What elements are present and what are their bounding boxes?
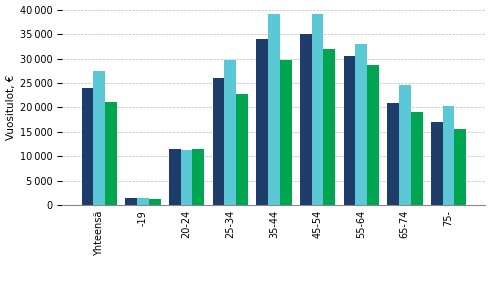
- Bar: [399, 85, 411, 205]
- Bar: [181, 150, 192, 205]
- Bar: [442, 107, 455, 205]
- Bar: [280, 60, 292, 205]
- Bar: [268, 14, 280, 205]
- Bar: [256, 39, 268, 205]
- Bar: [236, 94, 248, 205]
- Bar: [312, 14, 324, 205]
- Bar: [192, 149, 204, 205]
- Bar: [300, 34, 312, 205]
- Bar: [367, 65, 379, 205]
- Bar: [411, 112, 423, 205]
- Bar: [213, 78, 224, 205]
- Bar: [455, 130, 466, 205]
- Bar: [224, 60, 236, 205]
- Bar: [93, 71, 105, 205]
- Bar: [105, 101, 117, 205]
- Bar: [82, 88, 93, 205]
- Bar: [169, 149, 181, 205]
- Bar: [344, 56, 355, 205]
- Bar: [355, 44, 367, 205]
- Bar: [137, 198, 149, 205]
- Bar: [149, 200, 161, 205]
- Bar: [387, 103, 399, 205]
- Bar: [125, 198, 137, 205]
- Bar: [324, 49, 335, 205]
- Bar: [431, 122, 442, 205]
- Y-axis label: Vuositulot, €: Vuositulot, €: [5, 75, 16, 140]
